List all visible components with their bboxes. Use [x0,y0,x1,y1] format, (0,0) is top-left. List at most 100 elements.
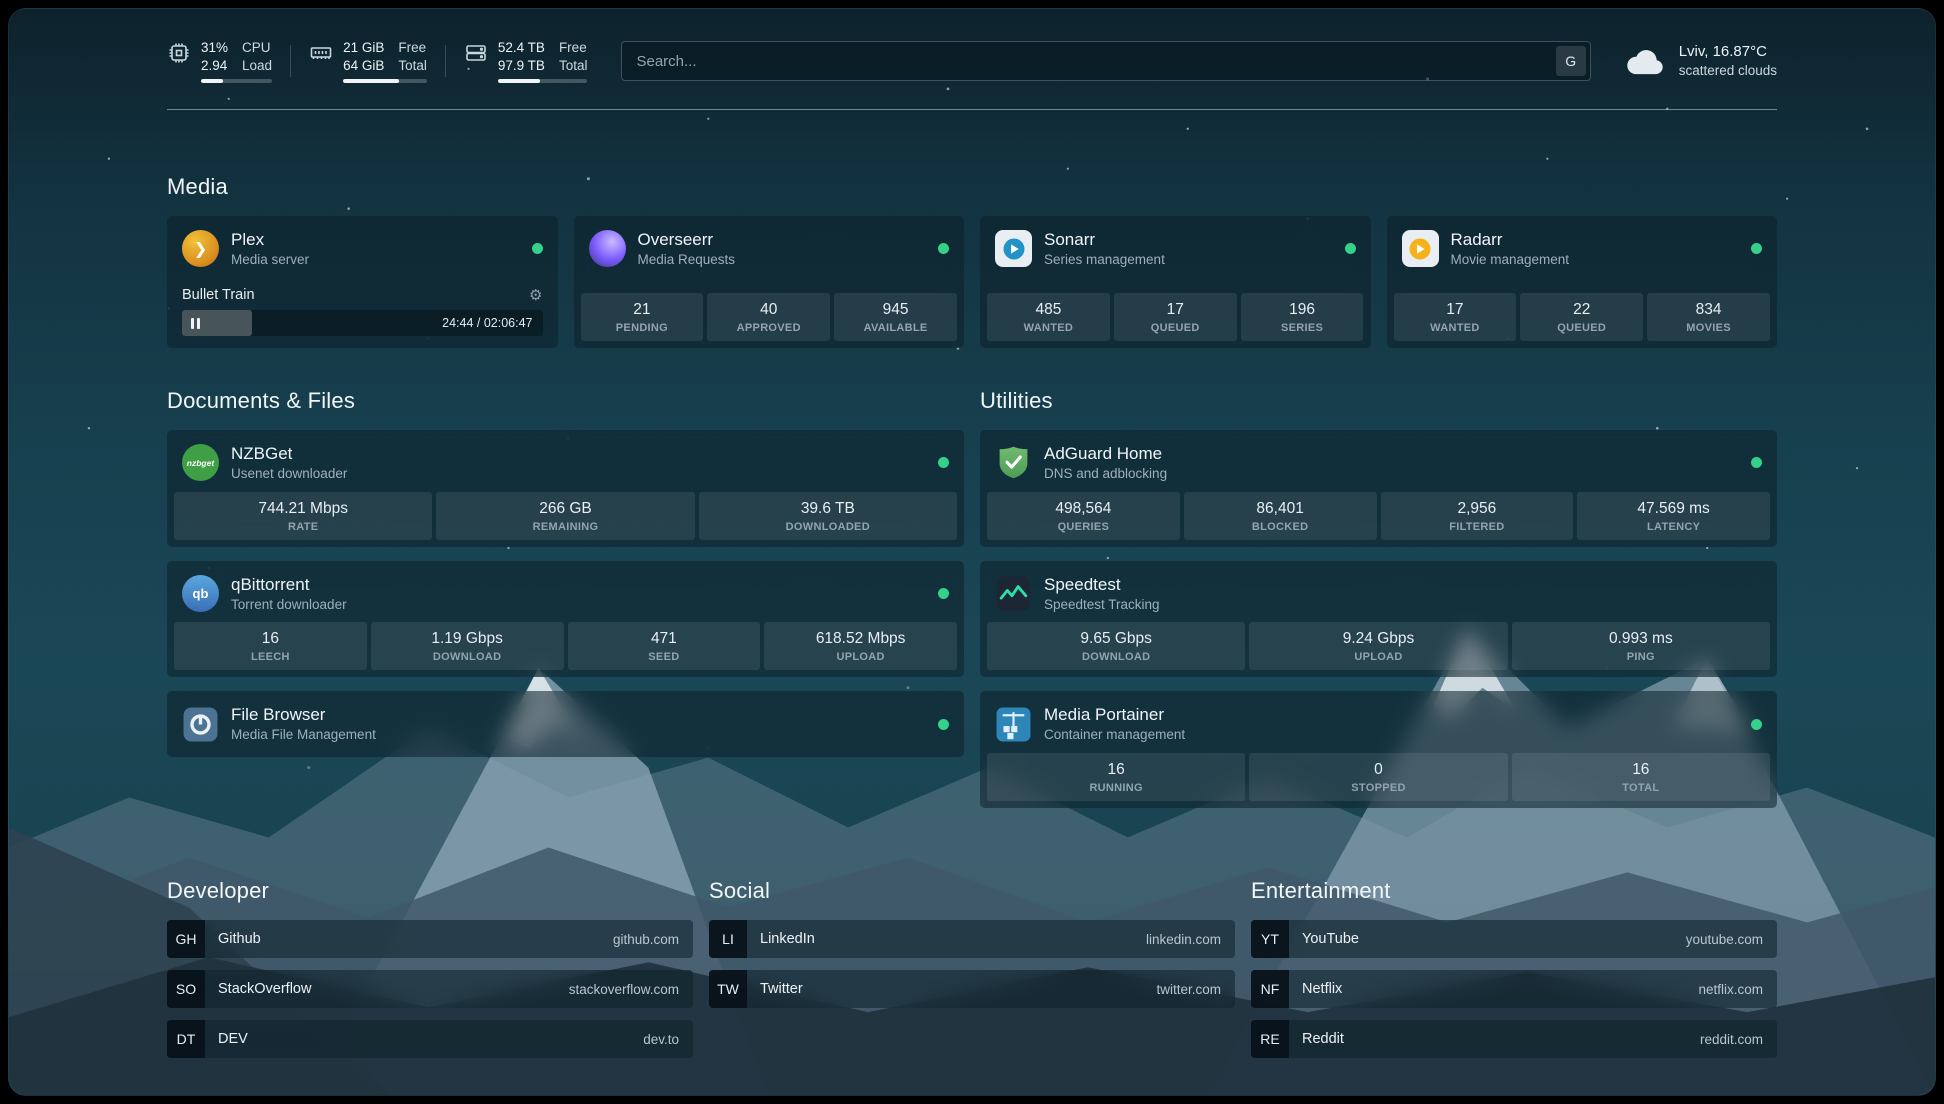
stat-tile: 498,564 QUERIES [987,491,1180,540]
stat-value: 40 [760,301,778,319]
playback-time: 24:44 / 02:06:47 [442,316,533,331]
stat-value: 618.52 Mbps [815,630,906,648]
weather-widget: Lviv, 16.87°C scattered clouds [1625,42,1777,80]
stat-label: FILTERED [1449,520,1505,533]
stat-tile: 17 QUEUED [1113,293,1237,342]
bookmark-github[interactable]: GH Github github.com [167,920,693,959]
search-input[interactable] [621,41,1591,82]
developer-section-title: Developer [167,878,270,904]
status-dot [938,588,949,600]
app-card-radarr[interactable]: Radarr Movie management 17 WANTED 22 QUE… [1386,216,1777,349]
status-dot [1751,718,1762,730]
disk-icon [466,45,486,61]
stat-value: 834 [1695,301,1722,319]
stat-tile: 39.6 TB DOWNLOADED [698,491,957,540]
stat-value: 16 [1632,761,1650,779]
stat-tile: 17 WANTED [1393,293,1517,342]
bookmark-dev[interactable]: DT DEV dev.to [167,1020,693,1059]
ram-free-label: Free [398,40,427,55]
dashboard-window: 31% 2.94 CPU Load [8,8,1936,1096]
disk-widget: 52.4 TB 97.9 TB Free Total [464,39,588,84]
section-social: Social LI LinkedIn linkedin.com TW Twitt… [709,878,1235,1020]
app-name: AdGuard Home [1044,444,1163,464]
status-dot [1344,243,1356,255]
app-desc: Series management [1044,252,1165,268]
stat-label: DOWNLOAD [432,651,502,664]
bookmark-twitter[interactable]: TW Twitter twitter.com [709,970,1235,1009]
stat-tile: 744.21 Mbps RATE [174,491,433,540]
bookmark-netflix[interactable]: NF Netflix netflix.com [1251,970,1777,1009]
ram-progress-bar [343,79,427,84]
bookmark-linkedin[interactable]: LI LinkedIn linkedin.com [709,920,1235,959]
bookmark-url: reddit.com [1699,1031,1763,1047]
gear-icon[interactable]: ⚙ [529,286,543,304]
stat-label: QUERIES [1057,520,1110,533]
bookmark-url: stackoverflow.com [568,981,679,997]
app-name: Radarr [1450,230,1503,250]
app-card-adguard[interactable]: AdGuard Home DNS and adblocking 498,564 … [980,430,1777,547]
disk-progress-bar [497,79,588,84]
app-card-filebrowser[interactable]: File Browser Media File Management [167,691,964,758]
plex-now-playing: Bullet Train ⚙ 24:44 / 02:06:47 [167,287,558,348]
stat-value: 21 [633,301,651,319]
stat-tile: 86,401 BLOCKED [1183,491,1377,540]
header-divider [167,109,1777,111]
ram-stats: 21 GiB 64 GiB Free Total [343,39,427,84]
weather-location: Lviv, 16.87°C [1678,42,1767,60]
resource-widgets: 31% 2.94 CPU Load [167,39,588,84]
bookmark-name: Twitter [760,981,803,998]
playback-progress-bar[interactable]: 24:44 / 02:06:47 [182,310,543,337]
stat-value: 16 [1107,761,1125,779]
section-developer: Developer GH Github github.com SO StackO… [167,878,693,1070]
documents-section-title: Documents & Files [167,388,356,414]
utilities-section-title: Utilities [980,388,1053,414]
stat-label: RATE [288,520,319,533]
app-desc: Speedtest Tracking [1044,596,1160,612]
stat-label: WANTED [1430,322,1480,335]
app-desc: DNS and adblocking [1044,466,1168,482]
bookmark-name: Netflix [1302,981,1343,998]
app-card-speedtest[interactable]: Speedtest Speedtest Tracking 9.65 Gbps D… [980,560,1777,678]
app-card-qbittorrent[interactable]: qb qBittorrent Torrent downloader 16 LEE… [167,560,964,678]
status-dot [1751,457,1762,469]
youtube-badge: YT [1251,920,1289,959]
stat-value: 471 [650,630,677,648]
overseerr-icon [588,230,626,268]
bookmark-url: netflix.com [1698,981,1763,997]
app-card-plex[interactable]: ❯ Plex Media server Bullet Train ⚙ [167,216,558,349]
search-box: G [621,41,1591,82]
reddit-badge: RE [1251,1020,1289,1059]
qbittorrent-icon: qb [182,575,219,613]
pause-icon[interactable] [191,317,200,329]
stat-label: STOPPED [1351,782,1406,795]
ram-progress-fill [343,79,400,84]
app-name: Speedtest [1044,574,1121,594]
app-card-sonarr[interactable]: Sonarr Series management 485 WANTED 17 Q… [980,216,1371,349]
stat-tile: 9.65 Gbps DOWNLOAD [987,622,1246,671]
disk-free-value: 52.4 TB [497,40,545,55]
bookmark-url: github.com [612,931,679,947]
nzbget-icon: nzbget [182,444,219,482]
app-card-portainer[interactable]: Media Portainer Container management 16 … [980,691,1777,809]
app-card-overseerr[interactable]: Overseerr Media Requests 21 PENDING 40 A… [573,216,964,349]
bookmark-name: LinkedIn [760,931,815,948]
cpu-load-label: Load [242,57,273,73]
search-engine-button[interactable]: G [1555,46,1586,77]
bookmark-reddit[interactable]: RE Reddit reddit.com [1251,1020,1777,1059]
stat-tile: 22 QUEUED [1520,293,1644,342]
disk-free-label: Free [558,40,587,55]
social-section-title: Social [709,878,771,904]
radarr-icon [1401,230,1439,268]
bookmark-youtube[interactable]: YT YouTube youtube.com [1251,920,1777,959]
plex-icon: ❯ [182,230,219,268]
app-card-nzbget[interactable]: nzbget NZBGet Usenet downloader 744.21 M… [167,430,964,547]
bookmark-url: twitter.com [1156,981,1221,997]
app-name: Sonarr [1044,230,1096,250]
stat-label: MOVIES [1686,322,1731,335]
disk-total-label: Total [558,57,588,73]
app-desc: Container management [1044,727,1186,743]
disk-progress-fill [497,79,540,84]
entertainment-section-title: Entertainment [1251,878,1391,904]
bookmark-stackoverflow[interactable]: SO StackOverflow stackoverflow.com [167,970,693,1009]
bookmark-name: Reddit [1302,1031,1344,1048]
